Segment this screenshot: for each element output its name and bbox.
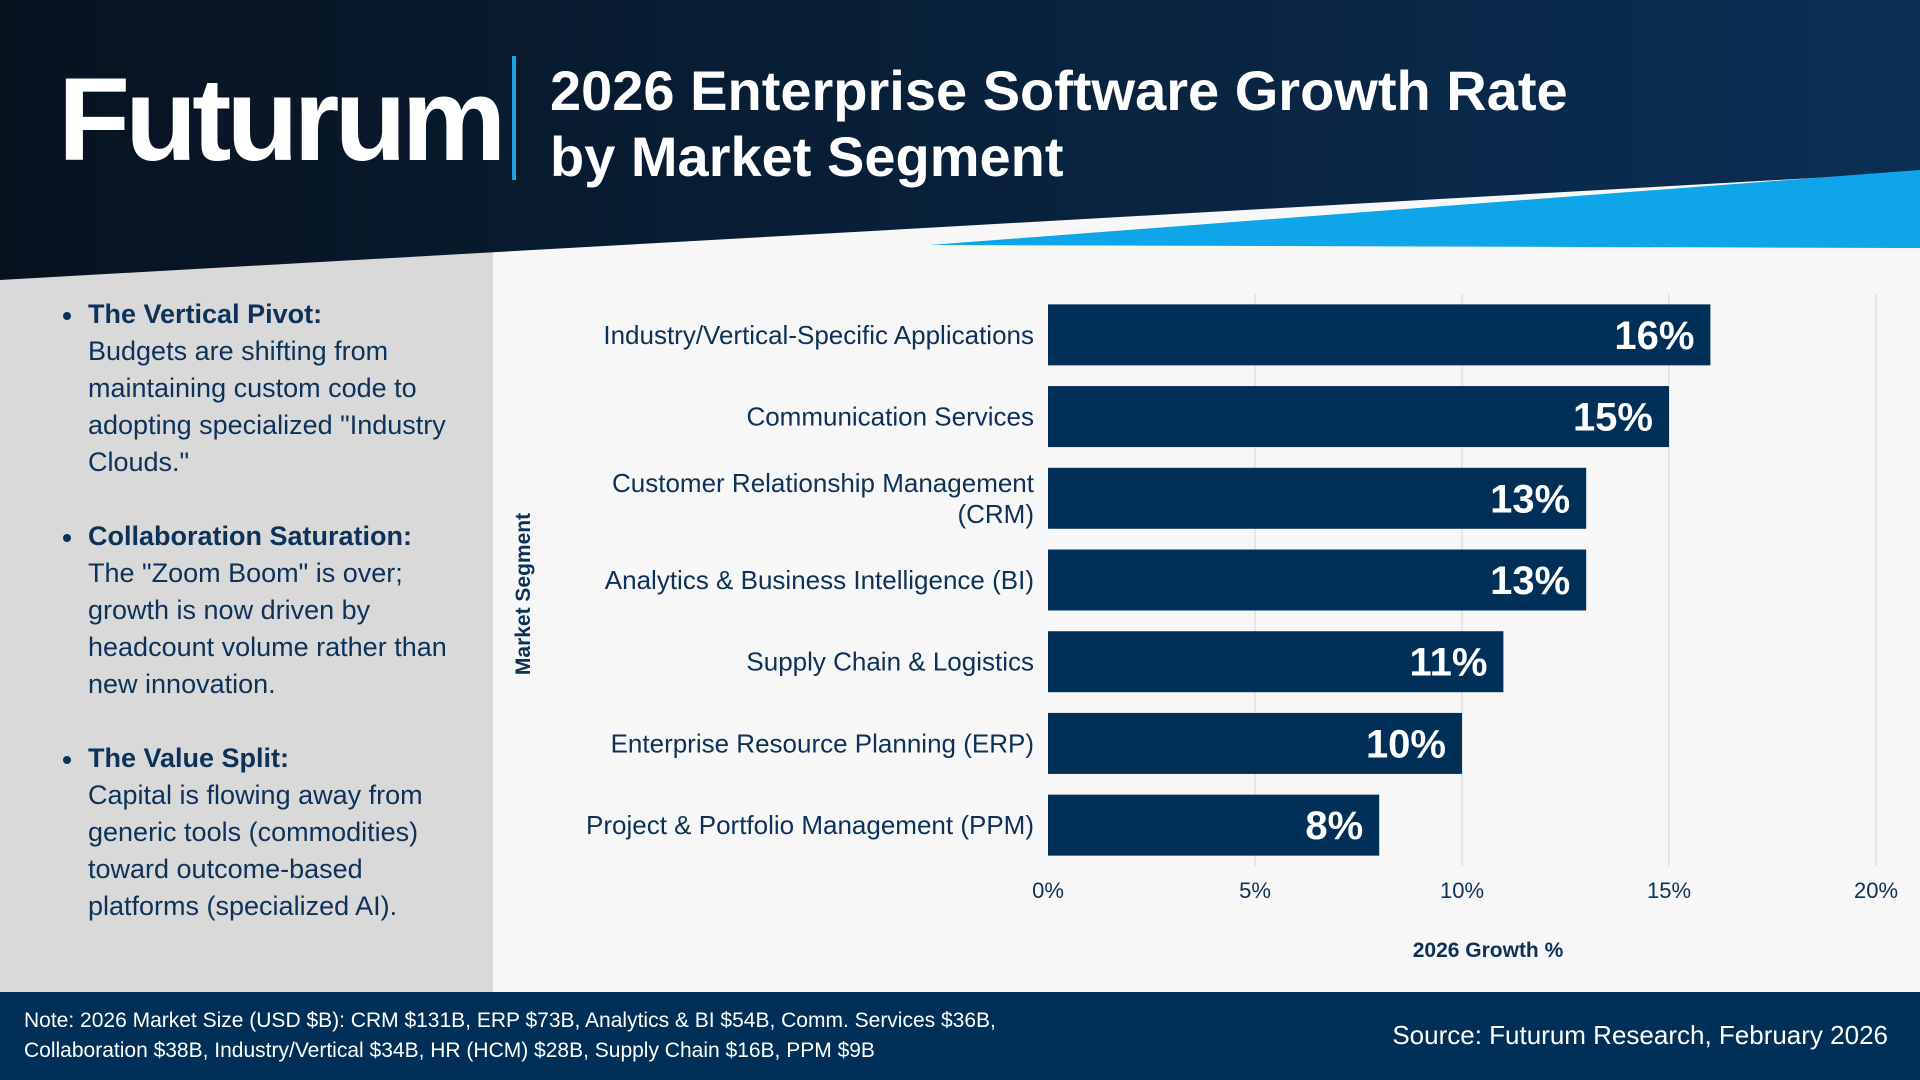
bar-value-label: 13%	[1490, 477, 1570, 521]
bullet-item: Collaboration Saturation: The "Zoom Boom"…	[63, 518, 478, 703]
futurum-logo: Futurum	[58, 54, 506, 186]
x-tick-label: 15%	[1647, 878, 1691, 903]
bullet-item: The Vertical Pivot: Budgets are shifting …	[63, 296, 478, 481]
bar	[1048, 304, 1711, 366]
bullet-text: Budgets are shifting from maintaining cu…	[88, 336, 446, 477]
category-label: (CRM)	[957, 499, 1034, 529]
bar-value-label: 10%	[1366, 722, 1446, 766]
bar-value-label: 11%	[1410, 641, 1488, 685]
bullet-item: The Value Split: Capital is flowing away …	[63, 740, 478, 925]
bar-value-label: 15%	[1573, 396, 1653, 440]
header-divider	[512, 56, 516, 180]
category-label: Analytics & Business Intelligence (BI)	[605, 565, 1034, 595]
bar-chart: 0% 5% 10% 15% 20% 16% Industry/Vertical-Specif…	[512, 294, 1898, 962]
page-title: 2026 Enterprise Software Growth Rate by M…	[550, 58, 1568, 190]
bullet-text: The "Zoom Boom" is over; growth is now d…	[88, 558, 447, 699]
header-background	[0, 0, 1920, 280]
y-axis-title: Market Segment	[512, 513, 535, 675]
header-swoosh	[930, 170, 1920, 248]
bar-value-label: 13%	[1490, 559, 1570, 603]
bar-value-label: 16%	[1614, 314, 1694, 358]
bullet-title: The Vertical Pivot:	[88, 299, 323, 329]
category-label: Enterprise Resource Planning (ERP)	[611, 728, 1034, 758]
category-label: Supply Chain & Logistics	[746, 647, 1034, 677]
x-tick-label: 5%	[1239, 878, 1271, 903]
bullet-list: The Vertical Pivot: Budgets are shifting …	[63, 296, 478, 962]
x-tick-label: 0%	[1032, 878, 1064, 903]
category-label: Industry/Vertical-Specific Applications	[603, 320, 1034, 350]
x-tick-label: 20%	[1854, 878, 1898, 903]
title-line-1: 2026 Enterprise Software Growth Rate	[550, 59, 1568, 122]
note-line-2: Collaboration $38B, Industry/Vertical $3…	[24, 1039, 875, 1062]
market-size-note: Note: 2026 Market Size (USD $B): CRM $13…	[24, 1006, 996, 1066]
bar	[1048, 549, 1587, 611]
bar	[1048, 794, 1380, 856]
source-text: Source: Futurum Research, February 2026	[1392, 1020, 1888, 1050]
bullet-title: Collaboration Saturation:	[88, 521, 412, 551]
bullet-title: The Value Split:	[88, 743, 290, 773]
bullet-text: Capital is flowing away from generic too…	[88, 780, 423, 921]
category-label: Communication Services	[746, 402, 1034, 432]
bar	[1048, 631, 1504, 693]
header-banner	[0, 0, 1920, 280]
bar	[1048, 467, 1587, 529]
footer: Note: 2026 Market Size (USD $B): CRM $13…	[0, 992, 1920, 1080]
bar	[1048, 712, 1462, 774]
x-tick-label: 10%	[1440, 878, 1484, 903]
bar	[1048, 386, 1669, 448]
category-label: Customer Relationship Management	[612, 468, 1035, 498]
category-label: Project & Portfolio Management (PPM)	[586, 810, 1034, 840]
title-line-2: by Market Segment	[550, 125, 1064, 188]
x-axis-title: 2026 Growth %	[1413, 939, 1564, 962]
note-line-1: Note: 2026 Market Size (USD $B): CRM $13…	[24, 1009, 996, 1032]
bar-value-label: 8%	[1305, 804, 1363, 848]
